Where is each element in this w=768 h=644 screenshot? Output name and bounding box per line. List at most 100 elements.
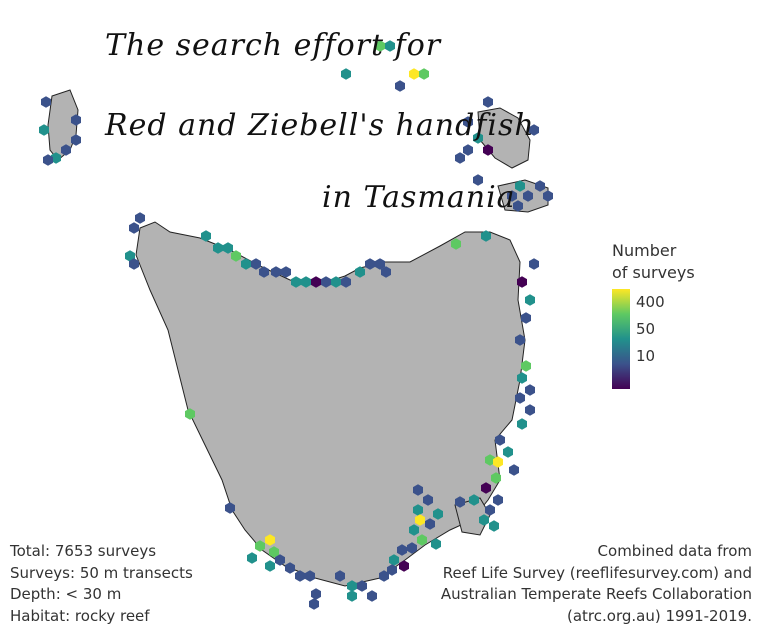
survey-hexbin — [51, 152, 61, 164]
legend-tick-50: 50 — [636, 320, 656, 338]
survey-hexbin — [321, 276, 331, 288]
legend-title: Number of surveys — [612, 240, 695, 284]
survey-hexbin — [525, 294, 535, 306]
survey-hexbin — [409, 524, 419, 536]
survey-hexbin — [473, 174, 483, 186]
survey-hexbin — [463, 116, 473, 128]
survey-hexbin — [311, 588, 321, 600]
survey-hexbin — [431, 538, 441, 550]
survey-hexbin — [231, 250, 241, 262]
survey-hexbin — [535, 180, 545, 192]
survey-hexbin — [469, 494, 479, 506]
credits-line-2: Reef Life Survey (reeflifesurvey.com) an… — [442, 563, 752, 582]
survey-hexbin — [375, 258, 385, 270]
survey-hexbin — [387, 564, 397, 576]
survey-hexbin — [241, 258, 251, 270]
survey-hexbin — [413, 484, 423, 496]
survey-hexbin — [311, 276, 321, 288]
survey-hexbin — [61, 144, 71, 156]
survey-hexbin — [71, 134, 81, 146]
survey-hexbin — [275, 554, 285, 566]
survey-hexbin — [515, 180, 525, 192]
survey-hexbin — [129, 222, 139, 234]
survey-hexbin — [255, 540, 265, 552]
title-line-3: in Tasmania — [322, 180, 516, 215]
survey-hexbins — [39, 40, 553, 610]
survey-hexbin — [451, 238, 461, 250]
survey-hexbin — [473, 132, 483, 144]
survey-hexbin — [129, 258, 139, 270]
survey-hexbin — [265, 560, 275, 572]
survey-hexbin — [395, 80, 405, 92]
survey-hexbin — [483, 96, 493, 108]
survey-hexbin — [281, 266, 291, 278]
survey-hexbin — [409, 68, 419, 80]
survey-hexbin — [381, 266, 391, 278]
summary-depth: Depth: < 30 m — [10, 585, 122, 603]
summary-habitat: Habitat: rocky reef — [10, 606, 150, 625]
survey-hexbin — [481, 230, 491, 242]
survey-hexbin — [39, 124, 49, 136]
survey-hexbin — [375, 40, 385, 52]
survey-hexbin — [517, 276, 527, 288]
survey-hexbin — [213, 242, 223, 254]
survey-hexbin — [367, 590, 377, 602]
survey-hexbin — [291, 276, 301, 288]
survey-hexbin — [529, 124, 539, 136]
survey-hexbin — [265, 534, 275, 546]
credits-line-3: Australian Temperate Reefs Collaboration — [440, 585, 752, 603]
survey-hexbin — [301, 276, 311, 288]
summary-text: Total: 7653 surveys Surveys: 50 m transe… — [10, 541, 193, 627]
credits-line-1: Combined data from — [597, 542, 752, 560]
survey-hexbin — [515, 392, 525, 404]
survey-hexbin — [425, 518, 435, 530]
survey-hexbin — [493, 456, 503, 468]
survey-hexbin — [379, 570, 389, 582]
survey-hexbin — [125, 250, 135, 262]
survey-hexbin — [523, 190, 533, 202]
legend-colorbar — [612, 289, 630, 389]
survey-hexbin — [341, 276, 351, 288]
survey-hexbin — [331, 276, 341, 288]
survey-hexbin — [341, 68, 351, 80]
credits-text: Combined data from Reef Life Survey (ree… — [441, 541, 752, 627]
survey-hexbin — [247, 552, 257, 564]
survey-hexbin — [423, 494, 433, 506]
survey-hexbin — [251, 258, 261, 270]
survey-hexbin — [407, 542, 417, 554]
survey-hexbin — [201, 230, 211, 242]
survey-hexbin — [455, 496, 465, 508]
survey-hexbin — [399, 560, 409, 572]
survey-hexbin — [513, 200, 523, 212]
survey-hexbin — [259, 266, 269, 278]
survey-hexbin — [225, 502, 235, 514]
survey-hexbin — [41, 96, 51, 108]
survey-hexbin — [135, 212, 145, 224]
legend-tick-10: 10 — [636, 347, 656, 365]
survey-hexbin — [43, 154, 53, 166]
survey-hexbin — [489, 520, 499, 532]
survey-hexbin — [419, 68, 429, 80]
survey-hexbin — [491, 472, 501, 484]
survey-hexbin — [415, 514, 425, 526]
survey-hexbin — [485, 504, 495, 516]
title-line-1: The search effort for — [105, 28, 442, 63]
summary-total: Total: 7653 surveys — [10, 542, 157, 560]
survey-hexbin — [521, 312, 531, 324]
survey-hexbin — [309, 598, 319, 610]
survey-hexbin — [305, 570, 315, 582]
survey-hexbin — [515, 334, 525, 346]
survey-hexbin — [543, 190, 553, 202]
survey-hexbin — [521, 360, 531, 372]
survey-hexbin — [295, 570, 305, 582]
survey-hexbin — [385, 40, 395, 52]
survey-hexbin — [285, 562, 295, 574]
survey-hexbin — [455, 152, 465, 164]
legend-title-line-2: of surveys — [612, 263, 695, 282]
survey-hexbin — [413, 504, 423, 516]
survey-hexbin — [71, 114, 81, 126]
title-line-2: Red and Ziebell's handfish — [105, 108, 535, 143]
survey-hexbin — [185, 408, 195, 420]
